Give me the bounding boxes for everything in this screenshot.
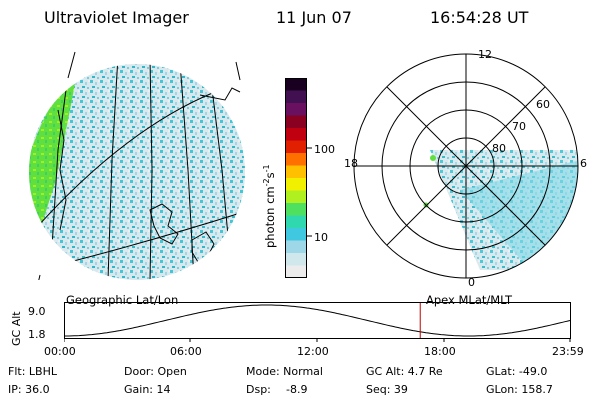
- alt-ytick-1.8: 1.8: [28, 328, 46, 341]
- colorbar-band: [285, 140, 307, 154]
- polar-map: [353, 53, 579, 279]
- unit-sup1: -2: [262, 178, 271, 187]
- info-door: Door: Open: [124, 365, 187, 378]
- mlat-label-70: 70: [512, 120, 526, 133]
- mlt-label-6: 6: [580, 157, 587, 170]
- info-mode: Mode: Normal: [246, 365, 323, 378]
- colorbar-band: [285, 128, 307, 141]
- colorbar: [285, 78, 307, 279]
- geographic-map: [29, 51, 245, 280]
- colorbar-band: [285, 78, 307, 91]
- alt-ylabel-text: GC Alt: [10, 311, 23, 346]
- info-seq: Seq: 39: [366, 383, 408, 396]
- info-dsp-label: Dsp:: [246, 383, 271, 396]
- info-ip: IP: 36.0: [8, 383, 50, 396]
- colorbar-band: [285, 153, 307, 166]
- colorbar-band: [285, 215, 307, 229]
- colorbar-band: [285, 253, 307, 266]
- colorbar-band: [285, 115, 307, 129]
- mlat-label-60: 60: [536, 98, 550, 111]
- alt-ytick-9: 9.0: [28, 305, 46, 318]
- unit-s: s: [262, 172, 277, 179]
- auroral-oval-limb: [29, 68, 78, 230]
- info-glat: GLat: -49.0: [486, 365, 548, 378]
- colorbar-gradient: [285, 78, 307, 279]
- colorbar-band: [285, 240, 307, 254]
- alt-xtick-0000: 00:00: [44, 345, 76, 358]
- colorbar-band: [285, 190, 307, 204]
- unit-text: photon cm: [262, 186, 277, 248]
- alt-xtick-2359: 23:59: [552, 345, 584, 358]
- altitude-plot: [64, 302, 571, 342]
- info-flt: Flt: LBHL: [8, 365, 57, 378]
- colorbar-tick-100: 100: [314, 143, 335, 156]
- info-dsp-value: -8.9: [286, 383, 308, 396]
- info-glon: GLon: 158.7: [486, 383, 553, 396]
- time-label: 16:54:28 UT: [430, 8, 529, 27]
- alt-xtick-1200: 12:00: [297, 345, 329, 358]
- colorbar-tick-10: 10: [314, 231, 328, 244]
- colorbar-band: [285, 103, 307, 116]
- colorbar-ticks: [307, 147, 312, 237]
- mlat-label-80: 80: [492, 142, 506, 155]
- colorbar-band: [285, 90, 307, 104]
- colorbar-band: [285, 228, 307, 241]
- mlt-label-0: 0: [468, 276, 475, 289]
- polar-map-label: Apex MLat/MLT: [426, 293, 513, 307]
- info-gc-alt: GC Alt: 4.7 Re: [366, 365, 443, 378]
- info-gain: Gain: 14: [124, 383, 171, 396]
- altitude-curve: [64, 304, 571, 337]
- alt-xtick-0600: 06:00: [170, 345, 202, 358]
- colorbar-band: [285, 203, 307, 216]
- colorbar-band: [285, 265, 307, 279]
- instrument-title: Ultraviolet Imager: [44, 8, 189, 27]
- geo-map-label: Geographic Lat/Lon: [66, 293, 179, 307]
- mlt-label-18: 18: [344, 157, 358, 170]
- alt-xtick-1800: 18:00: [424, 345, 456, 358]
- colorbar-band: [285, 178, 307, 191]
- colorbar-band: [285, 165, 307, 179]
- mlt-label-12: 12: [478, 48, 492, 61]
- unit-sup2: -1: [262, 164, 271, 173]
- date-label: 11 Jun 07: [276, 8, 352, 27]
